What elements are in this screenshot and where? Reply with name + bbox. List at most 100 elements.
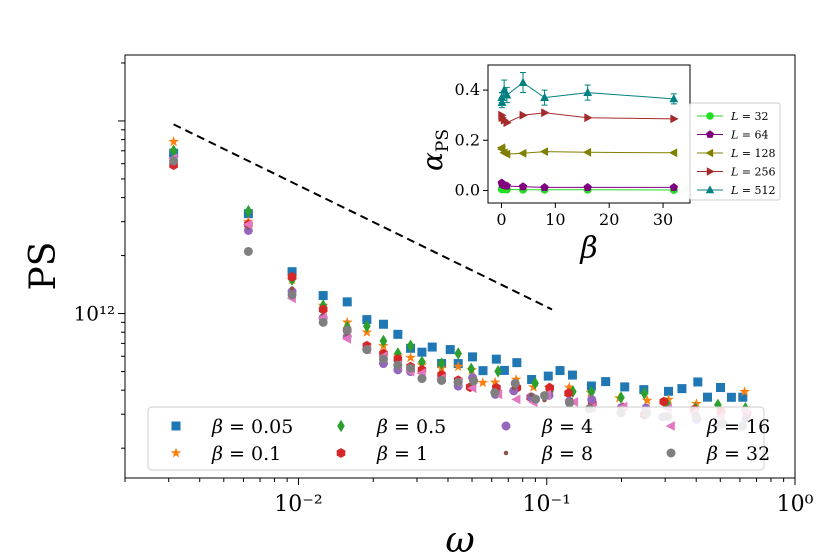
point-0-05-21 xyxy=(555,366,565,376)
legend-marker-16 xyxy=(665,421,675,431)
main-x-axis-label: ω xyxy=(445,520,474,554)
point-0-05-27 xyxy=(664,386,674,396)
inset-point-l-64-5 xyxy=(540,183,549,191)
inset-legend-label-l-256: L = 256 xyxy=(730,166,776,179)
legend-label-32: β = 32 xyxy=(706,443,770,465)
inset-point-l-256-5 xyxy=(541,108,550,118)
inset-y-axis-subscript: PS xyxy=(433,129,453,152)
inset-point-l-64-7 xyxy=(669,183,678,191)
point-0-05-25 xyxy=(620,382,630,392)
inset-legend-label-l-128: L = 128 xyxy=(730,147,776,160)
point-0-5-15 xyxy=(531,376,539,390)
point-0-1-18 xyxy=(563,381,575,392)
point-32-7 xyxy=(393,360,403,370)
point-32-1 xyxy=(243,246,253,256)
point-1-16 xyxy=(545,382,554,393)
inset-point-l-128-3 xyxy=(502,149,511,159)
point-32-3 xyxy=(318,317,328,327)
inset-point-l-512-7 xyxy=(669,94,679,103)
point-0-05-10 xyxy=(427,342,437,352)
legend-label-0-5: β = 0.5 xyxy=(376,416,446,438)
inset-x-tick-label: 0 xyxy=(496,210,506,229)
main-y-ticks: 10¹² xyxy=(74,62,125,449)
legend-label-1: β = 1 xyxy=(376,443,428,465)
legend-marker-4 xyxy=(501,421,511,431)
legend-label-8: β = 8 xyxy=(541,443,593,465)
inset-legend-marker-l-512 xyxy=(705,185,715,194)
point-0-1-0 xyxy=(168,136,179,147)
inset-point-l-64-6 xyxy=(583,183,592,191)
inset-point-l-128-7 xyxy=(669,148,678,158)
inset-y-tick-label: 0.4 xyxy=(455,80,480,99)
main-legend: β = 0.05 β = 0.1 β = 0.5 β = 1 β = 4 β = 8 β =… xyxy=(147,406,770,471)
point-1-21 xyxy=(659,396,669,407)
point-0-05-18 xyxy=(512,358,522,368)
legend-label-16: β = 16 xyxy=(706,416,770,438)
point-16-4 xyxy=(341,333,351,344)
point-32-12 xyxy=(469,376,479,386)
point-0-5-5 xyxy=(363,319,371,333)
point-0-05-16 xyxy=(491,354,501,364)
point-0-1-13 xyxy=(477,377,489,388)
inset-legend-entry-l-32: L = 32 xyxy=(697,110,769,123)
point-32-0 xyxy=(169,156,179,166)
point-0-05-9 xyxy=(417,347,427,357)
point-0-05-4 xyxy=(342,297,352,307)
point-0-05-2 xyxy=(287,267,297,277)
inset-legend-marker-l-256 xyxy=(706,167,715,176)
point-1-17 xyxy=(564,388,573,399)
point-32-9 xyxy=(417,373,427,383)
point-0-05-3 xyxy=(318,291,328,301)
main-chart: 10⁻² 10⁻¹ 10⁰ 10¹² ω PS β = 0.05β = 0.1β =… xyxy=(23,54,814,554)
point-0-5-18 xyxy=(587,385,596,399)
point-1-3 xyxy=(318,304,328,315)
point-0-05-5 xyxy=(362,315,372,325)
inset-point-l-256-4 xyxy=(519,110,528,120)
point-8-15 xyxy=(528,392,534,398)
y-tick-label: 10¹² xyxy=(74,302,115,326)
inset-point-l-128-6 xyxy=(582,147,592,157)
inset-series-l-256 xyxy=(498,108,679,128)
point-0-05-30 xyxy=(703,392,713,402)
main-x-ticks: 10⁻² 10⁻¹ 10⁰ xyxy=(124,478,814,517)
legend-entry-0-05: β = 0.05 xyxy=(171,416,293,438)
inset-legend-label-l-512: L = 512 xyxy=(730,184,776,197)
inset-x-tick-label: 20 xyxy=(599,210,619,229)
inset-legend-entry-l-128: L = 128 xyxy=(697,147,776,160)
inset-legend-entry-l-64: L = 64 xyxy=(697,129,769,142)
inset-series-l-64 xyxy=(497,178,678,191)
inset-legend-entry-l-512: L = 512 xyxy=(697,184,776,197)
x-tick-label: 10⁰ xyxy=(777,492,814,517)
point-8-2 xyxy=(289,286,295,291)
legend-entry-16: β = 16 xyxy=(665,416,770,438)
legend-entry-0-1: β = 0.1 xyxy=(170,443,281,465)
point-0-05-19 xyxy=(527,375,537,385)
inset-point-l-256-3 xyxy=(503,118,512,128)
legend-entry-32: β = 32 xyxy=(666,443,770,465)
point-32-4 xyxy=(342,325,352,335)
main-legend-frame xyxy=(147,406,765,471)
inset-background xyxy=(488,65,690,203)
point-32-15 xyxy=(531,394,541,404)
inset-series-l-512 xyxy=(497,72,679,109)
point-32-6 xyxy=(378,354,388,364)
inset-legend: L = 32 L = 64 L = 128 L = 256 L = 512 xyxy=(689,102,781,201)
inset-x-axis-label: β xyxy=(579,231,597,266)
inset-legend-marker-l-64 xyxy=(706,130,714,138)
legend-marker-1 xyxy=(336,448,346,458)
point-0-1-14 xyxy=(489,376,501,387)
inset-legend-marker-l-32 xyxy=(706,112,714,120)
inset-point-l-512-6 xyxy=(583,87,593,96)
x-tick-label: 10⁻¹ xyxy=(523,492,571,517)
point-0-05-31 xyxy=(716,383,726,393)
inset-x-tick-label: 30 xyxy=(653,210,673,229)
inset-chart: 0 10 20 30 0.00.20.4 β αPS L = 32L = 64L = … xyxy=(416,64,781,266)
legend-label-0-05: β = 0.05 xyxy=(211,416,293,438)
point-0-1-21 xyxy=(641,394,653,405)
main-y-axis-label: PS xyxy=(23,242,64,291)
point-0-5-13 xyxy=(494,365,502,378)
point-0-5-20 xyxy=(640,387,649,400)
legend-entry-0-5: β = 0.5 xyxy=(337,416,446,438)
point-0-05-12 xyxy=(445,345,455,355)
